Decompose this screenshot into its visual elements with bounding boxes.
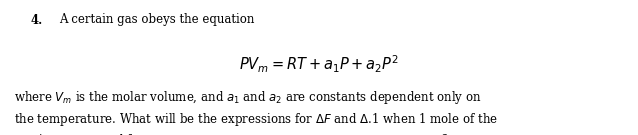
Text: gas is compressed from a pressure $P_1$ to a pressure $P_2$ at temperature $T$?: gas is compressed from a pressure $P_1$ … [14, 132, 450, 135]
Text: the temperature. What will be the expressions for $\Delta F$ and $\Delta$.1 when: the temperature. What will be the expres… [14, 111, 498, 128]
Text: where $V_m$ is the molar volume, and $a_1$ and $a_2$ are constants dependent onl: where $V_m$ is the molar volume, and $a_… [14, 89, 482, 106]
Text: $PV_m = RT + a_1P + a_2P^2$: $PV_m = RT + a_1P + a_2P^2$ [239, 54, 399, 75]
Text: 4.: 4. [31, 14, 43, 26]
Text: A certain gas obeys the equation: A certain gas obeys the equation [59, 14, 255, 26]
